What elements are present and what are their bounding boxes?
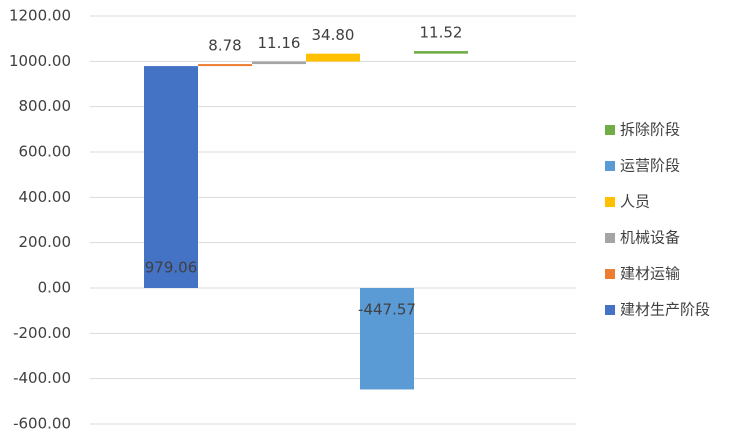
legend-label: 运营阶段 [620, 157, 680, 175]
data-label: -447.57 [358, 301, 416, 319]
y-tick-label: 600.00 [19, 143, 72, 161]
legend-label: 拆除阶段 [620, 121, 680, 139]
y-tick-label: 200.00 [19, 233, 72, 251]
bar [252, 61, 306, 65]
data-label: 34.80 [312, 26, 355, 44]
data-label: 979.06 [145, 259, 198, 277]
legend-swatch [605, 305, 615, 315]
legend-swatch [605, 233, 615, 243]
legend-swatch [605, 161, 615, 171]
bar [414, 51, 468, 54]
data-label: 11.16 [258, 34, 301, 52]
bar [360, 288, 414, 390]
y-tick-label: -400.00 [13, 369, 71, 387]
legend-label: 建材生产阶段 [620, 301, 710, 319]
y-tick-label: 800.00 [19, 97, 72, 115]
y-tick-label: 400.00 [19, 188, 72, 206]
legend-swatch [605, 125, 615, 135]
legend-label: 建材运输 [620, 265, 680, 283]
legend-swatch [605, 269, 615, 279]
data-label: 11.52 [420, 24, 463, 42]
bar [306, 53, 360, 62]
y-tick-label: -600.00 [13, 415, 71, 433]
y-tick-label: -200.00 [13, 324, 71, 342]
y-tick-label: 0.00 [38, 279, 71, 297]
y-tick-label: 1200.00 [9, 7, 71, 25]
legend-label: 机械设备 [620, 229, 680, 247]
legend-swatch [605, 197, 615, 207]
y-tick-label: 1000.00 [9, 52, 71, 70]
legend-label: 人员 [620, 193, 650, 211]
data-label: 8.78 [208, 37, 241, 55]
bar [144, 66, 198, 288]
bar [198, 64, 252, 67]
